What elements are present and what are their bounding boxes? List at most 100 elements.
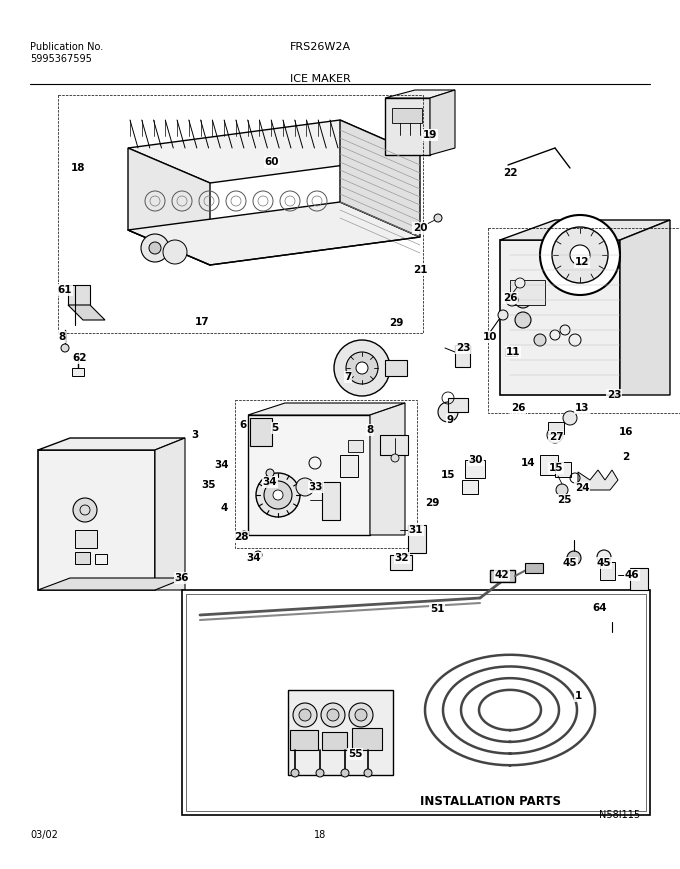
- Polygon shape: [500, 220, 670, 240]
- Circle shape: [341, 769, 349, 777]
- Circle shape: [597, 550, 611, 564]
- Text: 20: 20: [413, 223, 427, 233]
- Polygon shape: [385, 98, 430, 155]
- Text: 42: 42: [494, 570, 509, 580]
- Circle shape: [391, 454, 399, 462]
- Bar: [322, 732, 347, 750]
- Bar: [380, 435, 408, 455]
- Circle shape: [316, 769, 324, 777]
- Text: 45: 45: [562, 558, 577, 568]
- Text: 46: 46: [625, 570, 639, 580]
- Circle shape: [515, 312, 531, 328]
- Bar: [462, 480, 478, 494]
- Text: 23: 23: [607, 390, 622, 400]
- Text: 8: 8: [58, 332, 66, 342]
- Bar: [58, 95, 423, 333]
- Bar: [322, 482, 340, 520]
- Bar: [448, 398, 468, 412]
- Bar: [540, 455, 558, 475]
- Text: 22: 22: [503, 168, 517, 178]
- Polygon shape: [128, 120, 420, 183]
- Polygon shape: [430, 90, 455, 155]
- Text: 19: 19: [423, 130, 437, 140]
- Circle shape: [163, 240, 187, 264]
- Text: 34: 34: [262, 477, 277, 487]
- Text: 34: 34: [215, 460, 229, 470]
- Text: 15: 15: [441, 470, 455, 480]
- Text: 26: 26: [511, 403, 525, 413]
- Bar: [548, 422, 564, 434]
- Circle shape: [141, 234, 169, 262]
- Bar: [235, 400, 417, 548]
- Text: 13: 13: [575, 403, 590, 413]
- Bar: [72, 368, 84, 376]
- Polygon shape: [340, 120, 420, 237]
- Circle shape: [570, 245, 590, 265]
- Bar: [408, 525, 426, 553]
- Text: 32: 32: [395, 553, 409, 563]
- Bar: [505, 348, 517, 356]
- Bar: [186, 594, 646, 811]
- Circle shape: [321, 703, 345, 727]
- Circle shape: [355, 709, 367, 721]
- Bar: [555, 462, 571, 477]
- Circle shape: [73, 498, 97, 522]
- Bar: [290, 730, 318, 750]
- Bar: [340, 455, 358, 477]
- Circle shape: [266, 469, 274, 477]
- Text: 62: 62: [73, 353, 87, 363]
- Text: 10: 10: [483, 332, 497, 342]
- Polygon shape: [578, 470, 618, 490]
- Text: Publication No.: Publication No.: [30, 42, 103, 52]
- Text: 36: 36: [175, 573, 189, 583]
- Text: 30: 30: [469, 455, 483, 465]
- Polygon shape: [248, 403, 405, 415]
- Text: 8: 8: [367, 425, 373, 435]
- Circle shape: [264, 481, 292, 509]
- Polygon shape: [500, 240, 620, 395]
- Circle shape: [61, 344, 69, 352]
- Circle shape: [240, 531, 248, 539]
- Text: 18: 18: [314, 830, 326, 840]
- Polygon shape: [38, 578, 185, 590]
- Polygon shape: [248, 415, 370, 535]
- Text: 27: 27: [549, 432, 563, 442]
- Text: 24: 24: [575, 483, 590, 493]
- Polygon shape: [155, 438, 185, 590]
- Circle shape: [254, 551, 262, 559]
- Polygon shape: [38, 438, 185, 450]
- Text: 03/02: 03/02: [30, 830, 58, 840]
- Text: 29: 29: [425, 498, 439, 508]
- Circle shape: [434, 214, 442, 222]
- Bar: [390, 555, 412, 570]
- Text: 15: 15: [549, 463, 563, 473]
- Bar: [182, 590, 650, 815]
- Bar: [510, 280, 545, 305]
- Circle shape: [567, 551, 581, 565]
- Circle shape: [149, 242, 161, 254]
- Bar: [525, 563, 543, 573]
- Circle shape: [552, 227, 608, 283]
- Circle shape: [327, 709, 339, 721]
- Circle shape: [534, 334, 546, 346]
- Circle shape: [556, 484, 568, 496]
- Circle shape: [356, 362, 368, 374]
- Text: 2: 2: [622, 452, 630, 462]
- Bar: [348, 440, 363, 452]
- Bar: [95, 554, 107, 564]
- Text: 26: 26: [503, 293, 517, 303]
- Text: 14: 14: [521, 458, 535, 468]
- Bar: [75, 530, 97, 548]
- Circle shape: [291, 769, 299, 777]
- Bar: [250, 418, 272, 446]
- Text: 7: 7: [344, 372, 352, 382]
- Circle shape: [346, 352, 378, 384]
- Text: 64: 64: [593, 603, 607, 613]
- Circle shape: [364, 769, 372, 777]
- Bar: [455, 345, 470, 367]
- Bar: [288, 690, 393, 775]
- Circle shape: [515, 278, 525, 288]
- Circle shape: [299, 709, 311, 721]
- Circle shape: [334, 340, 390, 396]
- Polygon shape: [68, 305, 105, 320]
